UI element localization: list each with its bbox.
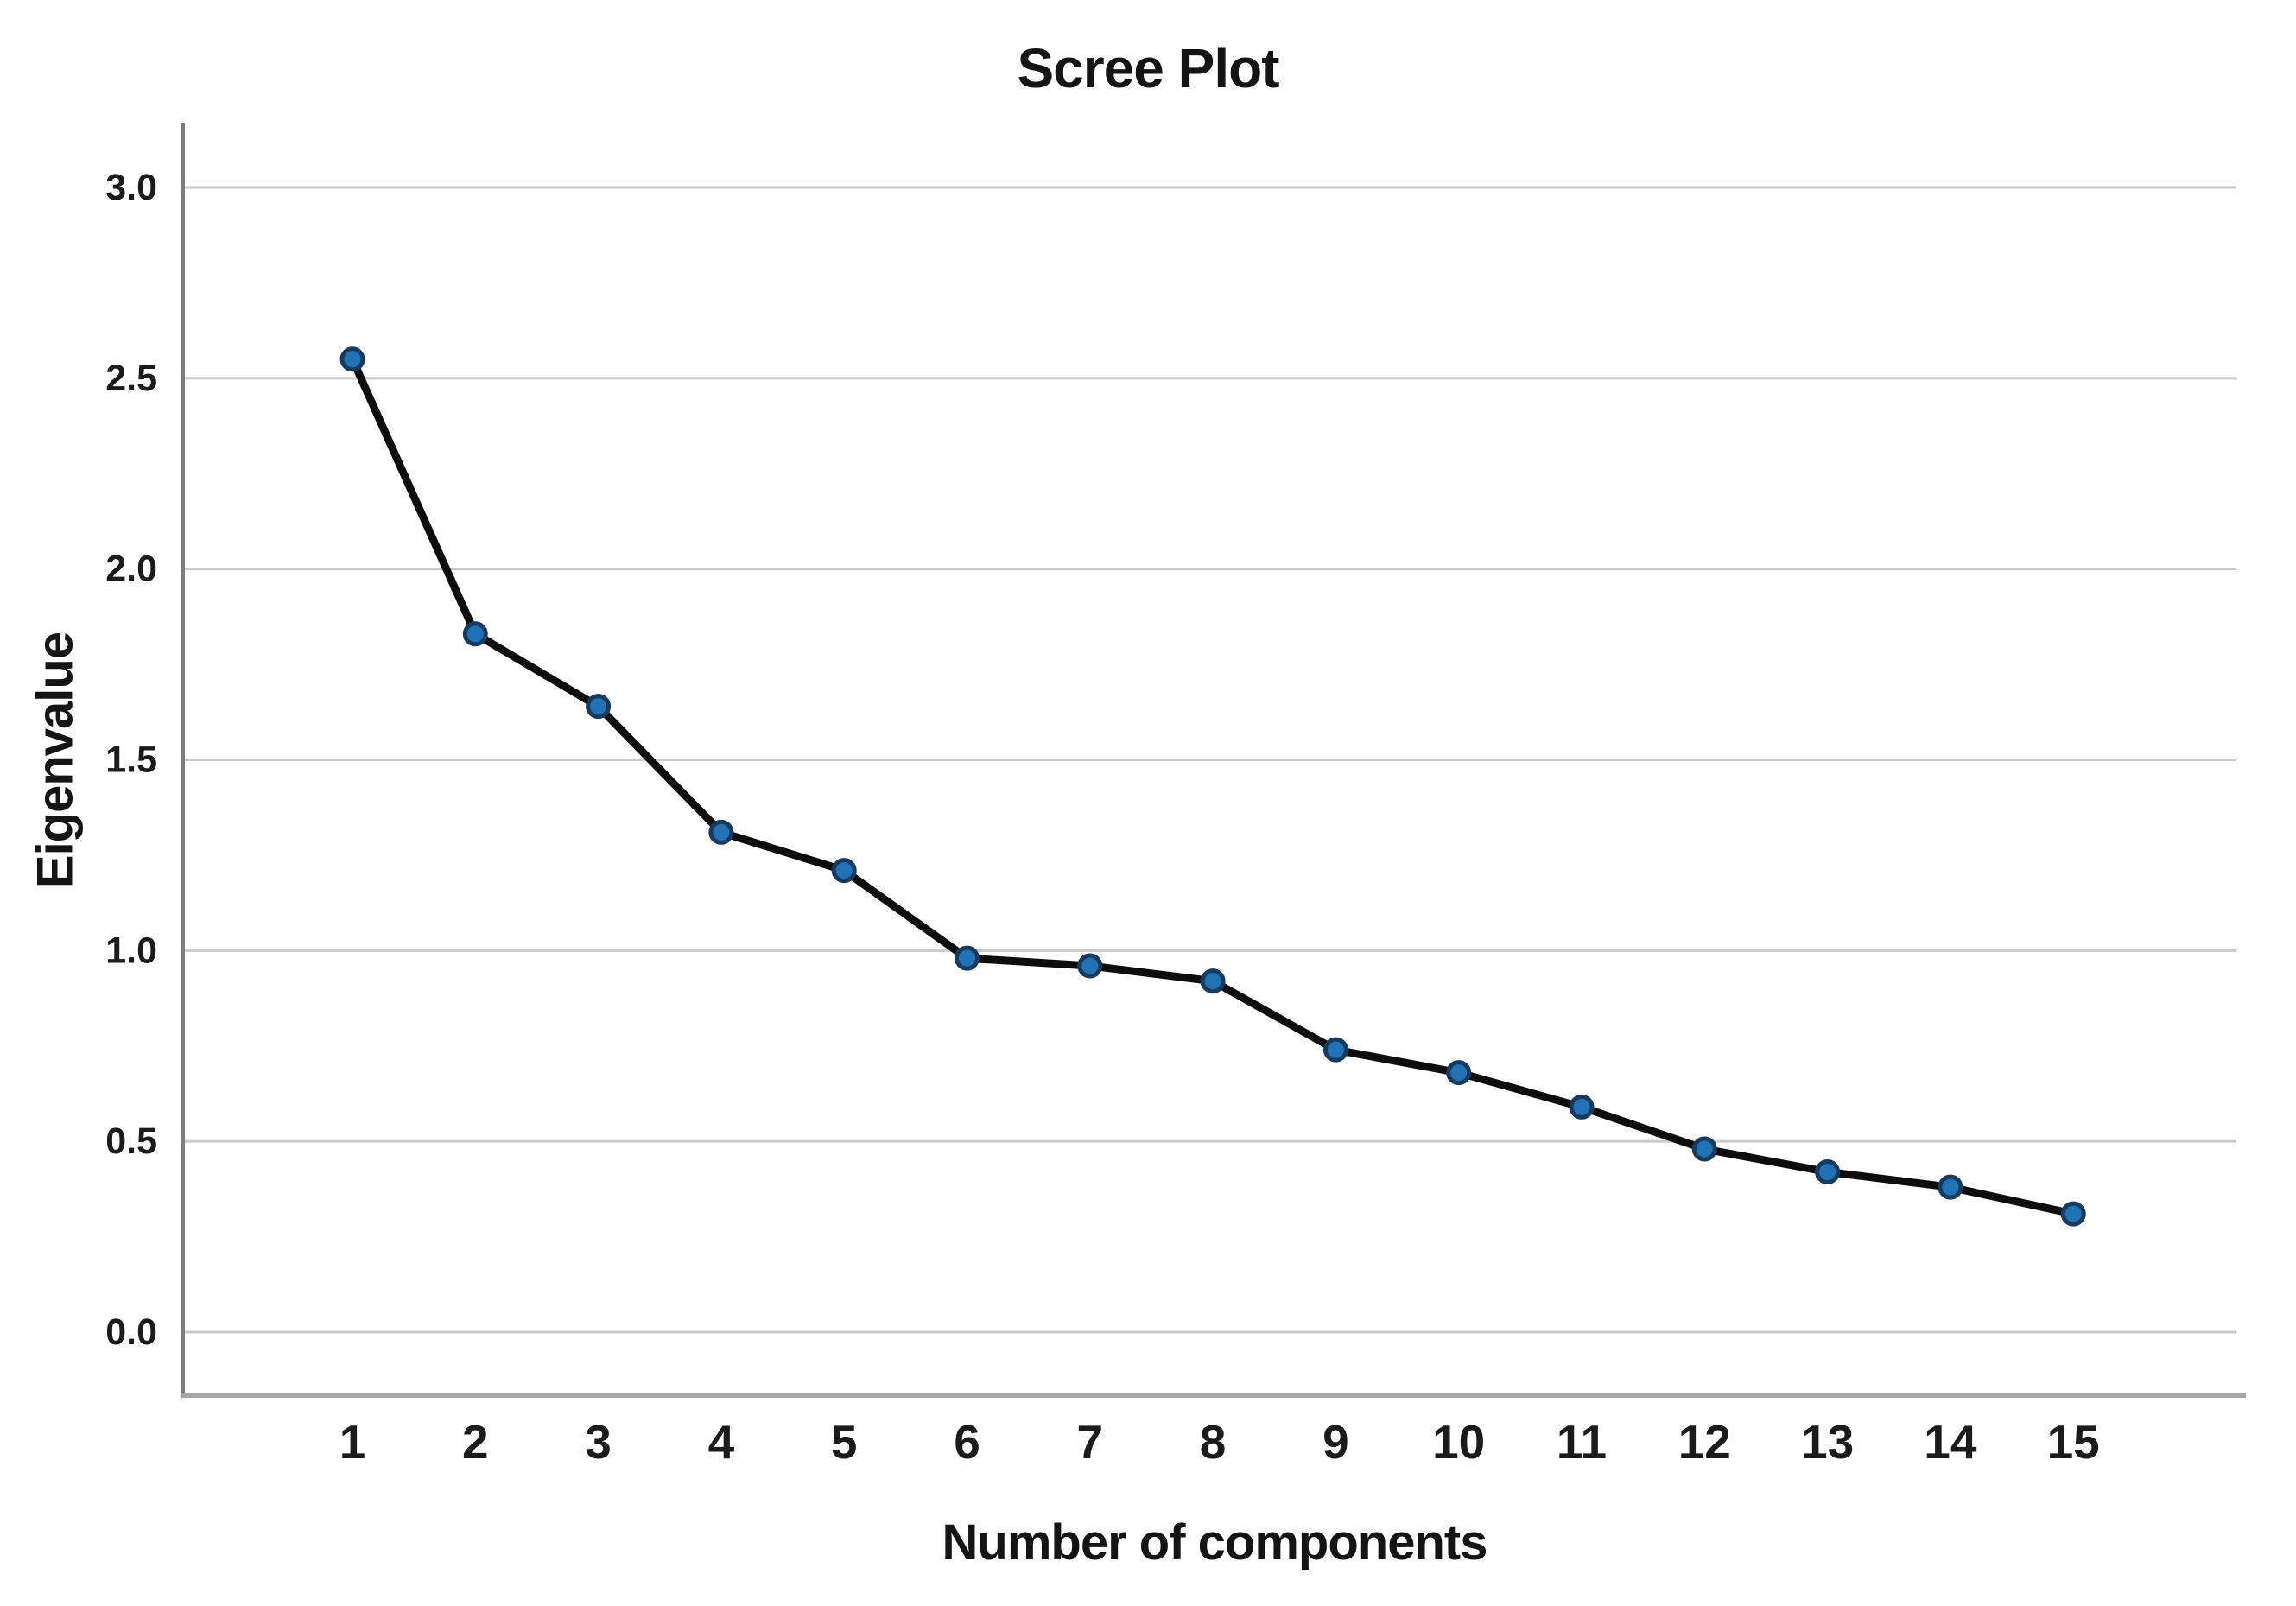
x-tick-label: 10 — [1432, 1415, 1485, 1469]
x-tick-label: 2 — [462, 1415, 489, 1469]
x-tick-label: 6 — [954, 1415, 980, 1469]
data-point-4 — [708, 819, 734, 845]
x-tick-label: 7 — [1077, 1415, 1104, 1469]
y-tick-label: 0.5 — [105, 1120, 157, 1162]
y-tick-label: 1.5 — [105, 739, 157, 780]
series-line — [348, 355, 2077, 1218]
data-point-1 — [339, 346, 365, 372]
data-point-8 — [1200, 968, 1226, 994]
data-point-12 — [1691, 1136, 1717, 1162]
data-point-14 — [1938, 1174, 1963, 1200]
x-tick-label: 1 — [339, 1415, 366, 1469]
data-point-2 — [462, 621, 488, 647]
y-tick-label: 2.0 — [105, 549, 157, 590]
x-tick-label: 14 — [1924, 1415, 1977, 1469]
x-tick-label: 15 — [2047, 1415, 2100, 1469]
y-tick-label: 2.5 — [105, 358, 157, 399]
x-tick-label: 5 — [831, 1415, 858, 1469]
data-point-15 — [2060, 1201, 2086, 1227]
x-tick-label: 9 — [1322, 1415, 1349, 1469]
data-point-7 — [1077, 953, 1103, 979]
x-tick-label: 3 — [585, 1415, 612, 1469]
data-point-13 — [1815, 1158, 1841, 1184]
data-point-11 — [1569, 1094, 1595, 1120]
y-tick-label: 0.0 — [105, 1311, 157, 1353]
x-tick-label: 11 — [1557, 1415, 1607, 1469]
data-point-5 — [831, 858, 857, 884]
data-point-9 — [1322, 1037, 1348, 1063]
x-axis-title: Number of components — [942, 1514, 1488, 1571]
data-point-10 — [1446, 1060, 1472, 1086]
chart-title: Scree Plot — [1017, 37, 1279, 99]
y-tick-label: 3.0 — [105, 167, 157, 208]
y-tick-label: 1.0 — [105, 930, 157, 971]
x-tick-label: 8 — [1200, 1415, 1227, 1469]
x-tick-label: 12 — [1678, 1415, 1731, 1469]
x-tick-label: 4 — [708, 1415, 735, 1469]
data-point-6 — [955, 945, 980, 971]
x-tick-label: 13 — [1801, 1415, 1854, 1469]
data-point-3 — [586, 694, 612, 720]
